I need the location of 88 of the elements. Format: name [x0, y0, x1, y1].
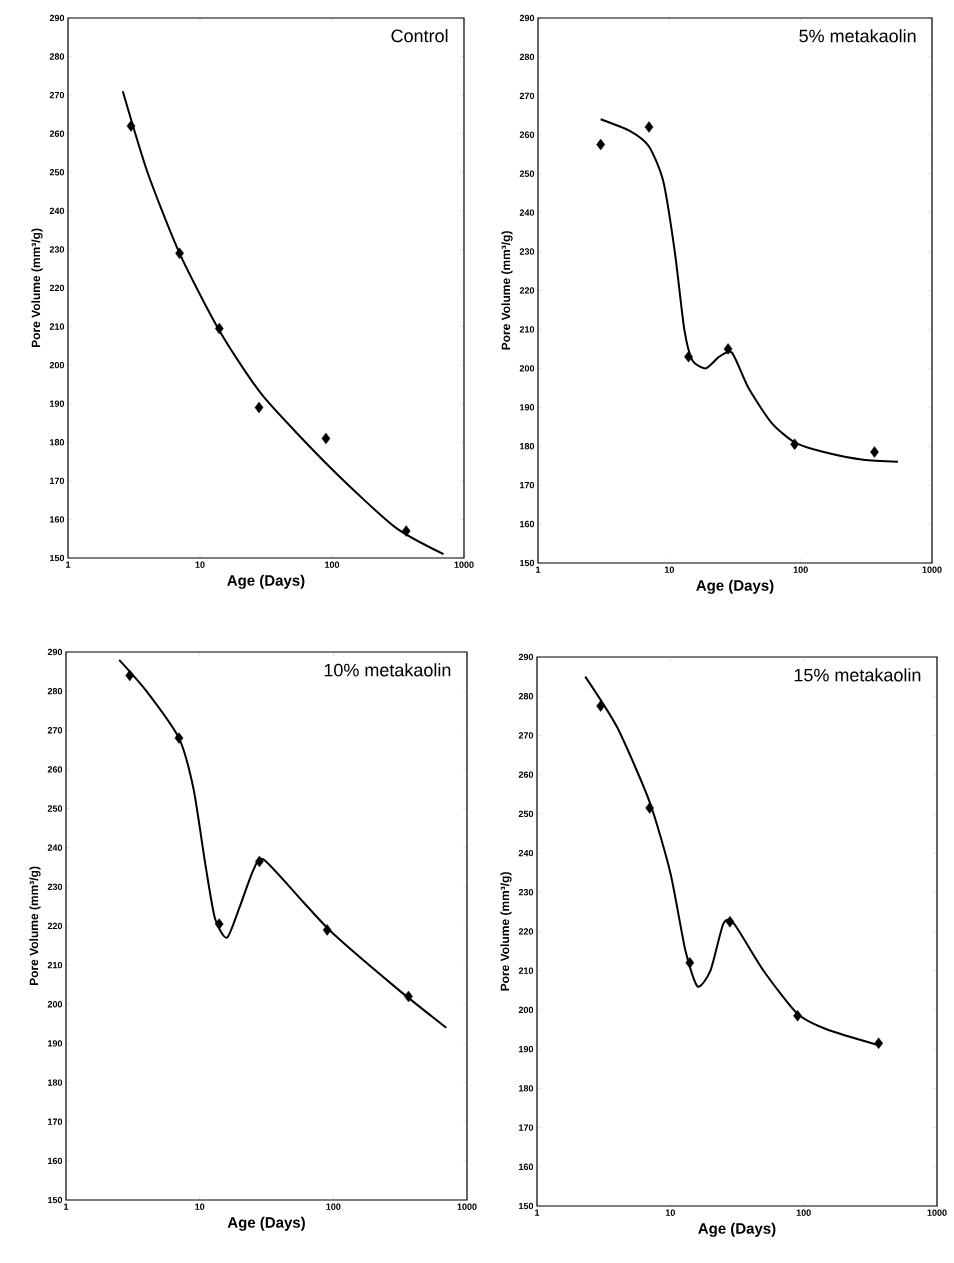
- y-tick-label: 230: [47, 883, 63, 891]
- x-axis-title: Age (Days): [227, 574, 305, 589]
- x-tick-label: 1000: [922, 566, 942, 573]
- y-tick-label: 240: [518, 849, 534, 857]
- y-tick-label: 150: [50, 554, 65, 562]
- y-tick-label: 200: [47, 1001, 63, 1008]
- x-axis-title: Age (Days): [227, 1216, 305, 1231]
- y-tick-label: 160: [520, 520, 535, 528]
- y-tick-label: 290: [49, 14, 65, 22]
- y-tick-label: 250: [49, 169, 65, 176]
- y-tick-label: 260: [518, 771, 534, 778]
- x-tick-label: 100: [326, 1203, 341, 1210]
- y-tick-label: 170: [520, 481, 535, 489]
- x-axis-title: Age (Days): [698, 1222, 776, 1237]
- y-tick-label: 190: [520, 404, 535, 411]
- y-tick-label: 260: [47, 766, 63, 773]
- y-tick-label: 160: [50, 516, 65, 523]
- x-tick-label: 10: [664, 566, 674, 573]
- y-tick-label: 220: [518, 928, 534, 935]
- x-tick-label: 10: [665, 1209, 675, 1216]
- y-tick-label: 220: [49, 284, 65, 292]
- y-tick-label: 280: [519, 53, 535, 61]
- y-tick-label: 270: [519, 92, 535, 100]
- y-tick-label: 240: [47, 844, 63, 851]
- y-tick-label: 210: [518, 967, 534, 974]
- x-tick-label: 1000: [927, 1209, 947, 1216]
- y-tick-label: 220: [47, 922, 63, 930]
- x-tick-label: 1: [536, 566, 541, 573]
- x-tick-label: 1000: [457, 1203, 477, 1210]
- chart-title: 5% metakaolin: [799, 29, 916, 43]
- y-tick-label: 200: [49, 361, 65, 369]
- chart-title: Control: [391, 29, 448, 43]
- y-tick-label: 150: [520, 559, 535, 567]
- y-tick-label: 260: [49, 130, 65, 137]
- y-tick-label: 290: [518, 653, 534, 661]
- y-tick-label: 200: [519, 365, 535, 372]
- y-tick-label: 210: [47, 961, 63, 969]
- y-tick-label: 210: [519, 326, 535, 333]
- y-tick-label: 190: [48, 1040, 63, 1047]
- y-tick-label: 240: [49, 207, 65, 215]
- y-tick-label: 280: [47, 687, 63, 695]
- y-tick-label: 210: [49, 323, 65, 330]
- y-axis-title: Pore Volume (mm³/g): [31, 228, 43, 348]
- y-tick-label: 260: [519, 131, 535, 138]
- x-tick-label: 1: [66, 561, 71, 568]
- x-tick-label: 10: [195, 1203, 205, 1210]
- x-tick-label: 1000: [454, 561, 474, 568]
- y-tick-label: 280: [49, 53, 65, 60]
- y-axis-title: Pore Volume (mm³/g): [501, 231, 513, 350]
- y-tick-label: 220: [519, 287, 535, 294]
- x-tick-label: 100: [793, 566, 808, 573]
- y-axis-title: Pore Volume (mm³/g): [29, 866, 41, 986]
- x-tick-label: 10: [195, 561, 205, 568]
- x-tick-label: 100: [796, 1209, 811, 1216]
- y-tick-label: 160: [48, 1157, 63, 1165]
- y-tick-label: 250: [47, 805, 63, 812]
- x-tick-label: 1: [535, 1209, 540, 1216]
- y-tick-label: 230: [49, 246, 65, 253]
- y-tick-label: 250: [518, 810, 534, 818]
- y-axis-title: Pore Volume (mm³/g): [500, 872, 512, 991]
- x-tick-label: 100: [325, 561, 340, 568]
- y-tick-label: 190: [519, 1045, 534, 1053]
- y-tick-label: 270: [47, 727, 63, 734]
- y-tick-label: 240: [519, 209, 535, 216]
- y-tick-label: 150: [48, 1196, 63, 1204]
- chart-title: 15% metakaolin: [794, 668, 921, 682]
- y-tick-label: 180: [519, 1085, 534, 1092]
- y-tick-label: 160: [519, 1163, 534, 1170]
- y-tick-label: 280: [518, 693, 534, 700]
- y-tick-label: 190: [50, 400, 65, 407]
- y-tick-label: 230: [518, 889, 534, 896]
- chart-title: 10% metakaolin: [324, 663, 451, 677]
- y-tick-label: 180: [50, 439, 65, 446]
- y-tick-label: 150: [519, 1202, 534, 1210]
- x-axis-title: Age (Days): [696, 579, 774, 594]
- y-tick-label: 270: [518, 732, 534, 739]
- y-tick-label: 290: [519, 14, 535, 22]
- y-tick-label: 270: [49, 91, 65, 99]
- y-tick-label: 200: [518, 1006, 534, 1014]
- x-tick-label: 1: [64, 1203, 69, 1210]
- y-tick-label: 250: [519, 170, 535, 177]
- y-tick-label: 180: [520, 443, 535, 450]
- y-tick-label: 180: [48, 1079, 63, 1086]
- y-tick-label: 170: [519, 1124, 534, 1131]
- y-tick-label: 170: [48, 1118, 63, 1125]
- y-tick-label: 170: [50, 477, 65, 485]
- y-tick-label: 290: [47, 648, 63, 656]
- y-tick-label: 230: [519, 248, 535, 255]
